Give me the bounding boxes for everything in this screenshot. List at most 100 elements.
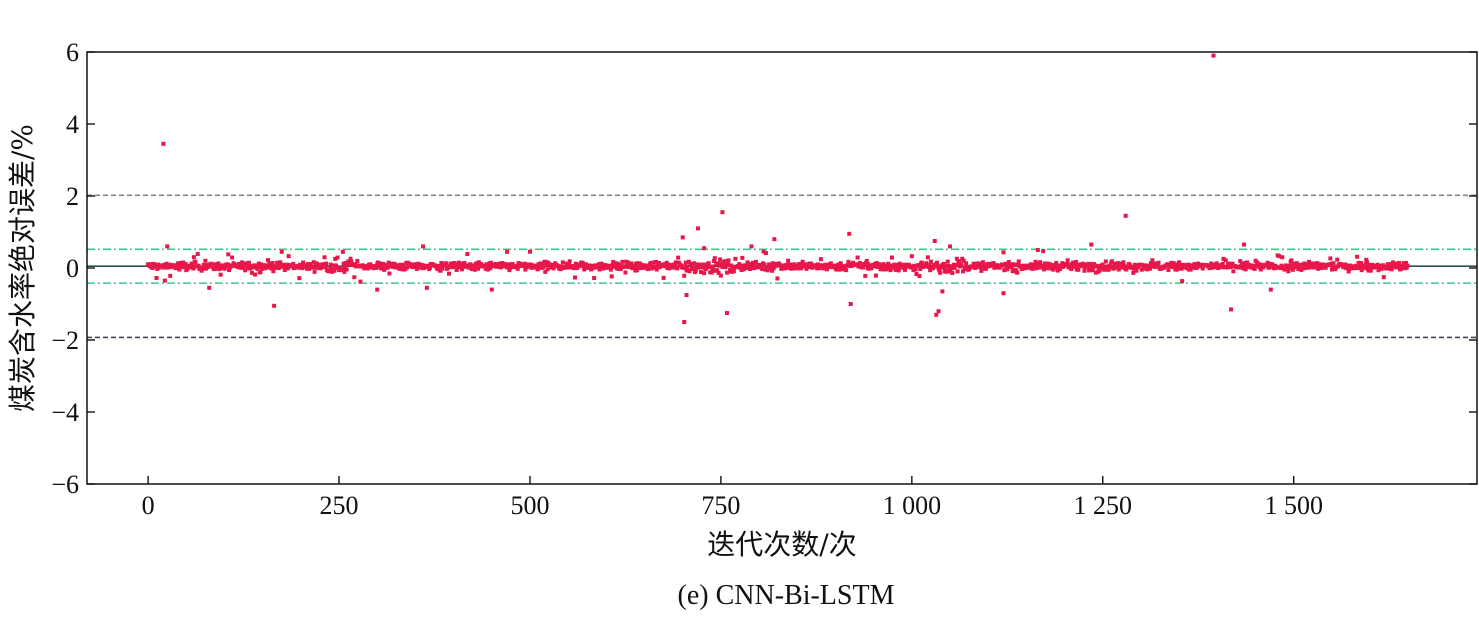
data-point [489, 260, 494, 265]
data-point [762, 262, 767, 267]
data-point [637, 266, 642, 271]
data-point [954, 256, 959, 261]
data-point [1009, 265, 1014, 270]
data-point [1082, 268, 1087, 273]
data-point [955, 269, 960, 274]
data-point [919, 260, 924, 265]
data-point [230, 255, 235, 260]
data-point [727, 263, 732, 268]
data-point [322, 255, 327, 260]
data-point [760, 266, 765, 271]
data-point [716, 270, 721, 275]
data-point [1208, 263, 1213, 268]
data-point [964, 261, 969, 266]
data-point [438, 268, 443, 273]
data-point [348, 256, 353, 261]
data-point [954, 263, 959, 268]
data-point [227, 268, 232, 273]
data-point [775, 276, 780, 281]
data-point [439, 261, 444, 266]
data-point [896, 268, 901, 273]
data-point [792, 266, 797, 271]
data-point [846, 259, 851, 264]
data-point [258, 270, 263, 275]
data-point [611, 264, 616, 269]
data-point [1306, 262, 1311, 267]
data-point [1109, 259, 1114, 264]
data-point [914, 271, 919, 276]
data-point [797, 261, 802, 266]
data-point [704, 266, 709, 271]
data-point [946, 263, 951, 268]
data-point [653, 264, 658, 269]
data-point [274, 265, 279, 270]
data-point [945, 259, 950, 264]
data-point [177, 267, 182, 272]
data-point [560, 260, 565, 265]
data-point [527, 249, 532, 254]
data-point [397, 266, 402, 271]
data-point [878, 267, 883, 272]
data-point [483, 266, 488, 271]
data-point [1397, 261, 1402, 266]
data-point [1166, 268, 1171, 273]
data-point [711, 264, 716, 269]
data-point [331, 263, 336, 268]
data-point [738, 263, 743, 268]
data-point [1021, 263, 1026, 268]
data-point [1315, 261, 1320, 266]
data-point [1223, 258, 1228, 263]
data-point [708, 265, 713, 270]
data-point [1043, 266, 1048, 271]
data-point [307, 266, 312, 271]
data-point [270, 260, 275, 265]
data-point [724, 263, 729, 268]
data-point [884, 264, 889, 269]
data-point [1252, 266, 1257, 271]
data-point [375, 287, 380, 292]
data-point [725, 270, 730, 275]
data-point [167, 262, 172, 267]
data-point [1102, 267, 1107, 272]
data-point [638, 262, 643, 267]
data-point [1042, 261, 1047, 266]
x-tick-label: 500 [510, 491, 549, 520]
data-point [347, 262, 352, 267]
data-point [848, 302, 853, 306]
data-point [285, 262, 290, 267]
data-point [387, 271, 392, 276]
data-point [943, 264, 948, 269]
data-point [342, 269, 347, 274]
data-point [872, 264, 877, 269]
data-point [1211, 53, 1216, 58]
data-point [243, 268, 248, 273]
data-point [341, 261, 346, 266]
data-point [374, 265, 379, 270]
data-point [204, 266, 209, 271]
data-point [613, 261, 618, 266]
data-point [312, 269, 317, 274]
data-point [1289, 258, 1294, 263]
data-point [1119, 262, 1124, 267]
data-point [1250, 263, 1255, 268]
data-point [733, 256, 738, 261]
data-point [786, 258, 791, 263]
data-point [803, 262, 808, 267]
data-point [1048, 262, 1053, 267]
data-point [1188, 267, 1193, 272]
data-point [454, 267, 459, 272]
data-point [981, 266, 986, 271]
data-point [1015, 270, 1020, 275]
data-point [977, 265, 982, 270]
data-point [938, 270, 943, 275]
data-point [1058, 266, 1062, 271]
data-point [268, 264, 273, 269]
data-point [1100, 262, 1105, 267]
data-point [1257, 265, 1262, 270]
data-point [676, 255, 681, 260]
data-point [796, 266, 801, 271]
y-tick-label: −4 [51, 398, 79, 427]
data-point [1286, 269, 1291, 274]
data-point [675, 266, 680, 271]
data-point [1381, 275, 1386, 280]
